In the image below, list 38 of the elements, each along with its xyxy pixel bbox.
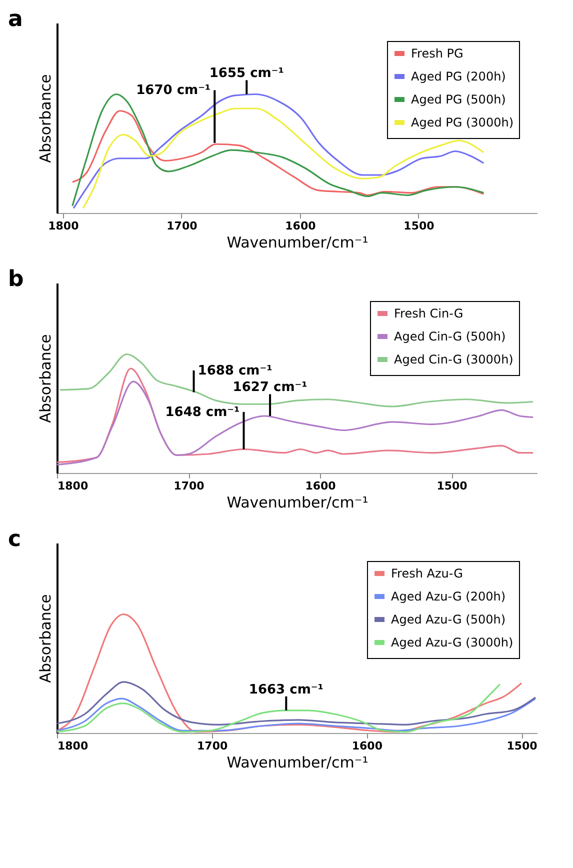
x-tick-label: 1700	[166, 220, 198, 232]
x-tick-label: 1800	[58, 740, 88, 752]
y-axis-title: Absorbance	[36, 594, 54, 683]
legend-label: Aged Azu-G (200h)	[391, 590, 506, 604]
x-axis-title: Wavenumber/cm⁻¹	[226, 494, 368, 512]
annotation: 1670 cm⁻¹	[136, 83, 211, 98]
legend-label: Fresh Cin-G	[394, 306, 464, 320]
chart-title: b	[8, 267, 24, 292]
legend-label: Aged Azu-G (500h)	[391, 612, 506, 626]
annotation: 1627 cm⁻¹	[232, 380, 308, 396]
x-tick-label: 1600	[352, 740, 383, 752]
chart-title: c	[8, 527, 22, 552]
y-axis-title: Absorbance	[36, 74, 54, 163]
x-tick-label: 1600	[305, 480, 336, 492]
legend-label: Fresh PG	[411, 46, 464, 60]
x-tick-label: 1700	[174, 480, 205, 492]
x-tick-label: 1500	[506, 740, 538, 752]
chart-title: a	[8, 7, 23, 32]
legend-label: Aged Azu-G (3000h)	[391, 636, 514, 650]
legend-label: Aged PG (500h)	[411, 92, 506, 106]
annotation: 1688 cm⁻¹	[198, 363, 272, 378]
y-axis-title: Absorbance	[36, 334, 54, 423]
legend-label: Fresh Azu-G	[391, 566, 463, 580]
x-tick-label: 1800	[58, 480, 88, 492]
legend-label: Aged PG (200h)	[411, 70, 506, 84]
x-axis-title: Wavenumber/cm⁻¹	[226, 754, 368, 772]
x-tick-label: 1700	[197, 740, 228, 752]
legend-label: Aged Cin-G (3000h)	[394, 352, 514, 366]
annotation: 1655 cm⁻¹	[209, 66, 284, 82]
x-axis-title: Wavenumber/cm⁻¹	[226, 234, 368, 252]
legend-label: Aged PG (3000h)	[411, 116, 514, 130]
x-tick-label: 1600	[285, 220, 316, 232]
annotation: 1648 cm⁻¹	[165, 404, 240, 420]
x-tick-label: 1800	[48, 220, 80, 232]
x-tick-label: 1500	[436, 480, 468, 492]
legend-label: Aged Cin-G (500h)	[394, 330, 506, 344]
x-tick-label: 1500	[404, 220, 435, 232]
annotation: 1663 cm⁻¹	[248, 682, 324, 698]
